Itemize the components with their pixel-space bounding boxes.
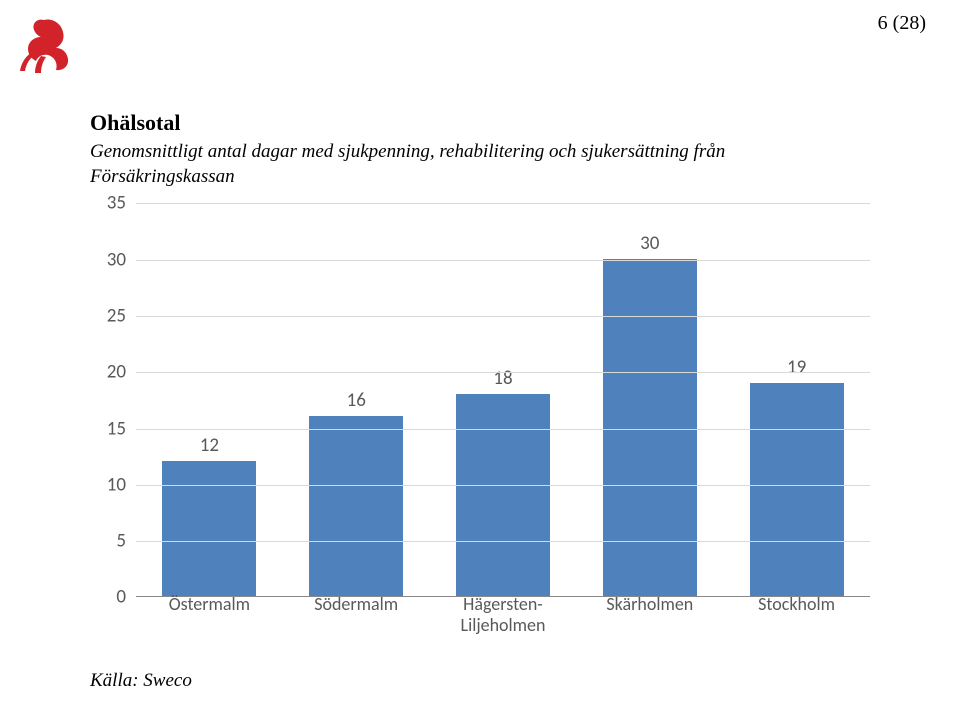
x-axis-label: Östermalm (136, 588, 283, 635)
content-area: Ohälsotal Genomsnittligt antal dagar med… (90, 110, 900, 633)
bar-rect (750, 383, 844, 597)
bar-slot: 30 (576, 203, 723, 596)
bar-slot: 18 (430, 203, 577, 596)
y-tick-label: 15 (107, 417, 126, 440)
plot-area: 12 16 18 30 19 (136, 203, 870, 597)
y-tick-label: 25 (107, 304, 126, 327)
bar-slot: 19 (723, 203, 870, 596)
grid-line (136, 203, 870, 204)
grid-line (136, 429, 870, 430)
x-axis-label: Södermalm (283, 588, 430, 635)
y-tick-label: 0 (116, 586, 126, 609)
x-axis-label: Stockholm (723, 588, 870, 635)
y-tick-label: 5 (116, 530, 126, 553)
bar-value-label: 30 (640, 232, 659, 255)
bar-rect (309, 416, 403, 596)
source-citation: Källa: Sweco (90, 670, 192, 692)
bar-rect (603, 259, 697, 597)
y-tick-label: 10 (107, 473, 126, 496)
chart-title: Ohälsotal (90, 110, 900, 136)
bar-slot: 12 (136, 203, 283, 596)
bar-value-label: 19 (787, 356, 806, 379)
bar-rect (162, 461, 256, 596)
page-number: 6 (28) (878, 12, 926, 35)
chart-subtitle: Genomsnittligt antal dagar med sjukpenni… (90, 140, 790, 189)
x-axis-label: Skärholmen (576, 588, 723, 635)
bar-rect (456, 394, 550, 597)
y-axis: 05101520253035 (90, 203, 132, 597)
bar-value-label: 16 (347, 389, 366, 412)
x-axis-labels: ÖstermalmSödermalmHägersten-LiljeholmenS… (136, 588, 870, 635)
bar-chart: 05101520253035 1216183019 ÖstermalmSöder… (90, 203, 870, 633)
grid-line (136, 372, 870, 373)
y-tick-label: 35 (107, 192, 126, 215)
bar-value-label: 12 (200, 434, 219, 457)
bars-container: 12 16 18 30 19 (136, 203, 870, 596)
bar-value-label: 18 (493, 367, 512, 390)
grid-line (136, 316, 870, 317)
grid-line (136, 485, 870, 486)
grid-line (136, 260, 870, 261)
y-tick-label: 20 (107, 361, 126, 384)
bar-slot: 16 (283, 203, 430, 596)
y-tick-label: 30 (107, 248, 126, 271)
grid-line (136, 541, 870, 542)
rose-emblem-logo (14, 14, 74, 74)
x-axis-label: Hägersten-Liljeholmen (430, 588, 577, 635)
